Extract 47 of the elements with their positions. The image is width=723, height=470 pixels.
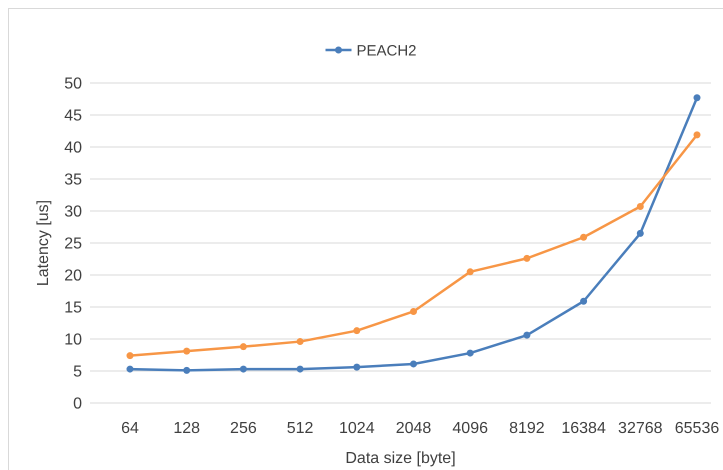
point xyxy=(523,332,530,339)
point xyxy=(636,203,644,210)
x-tick-label: 64 xyxy=(121,420,139,437)
x-axis-title: Data size [byte] xyxy=(345,450,456,467)
point xyxy=(296,338,304,346)
y-tick-label: 25 xyxy=(64,236,82,253)
point xyxy=(523,254,530,262)
point xyxy=(183,348,190,355)
point xyxy=(466,268,474,276)
point xyxy=(183,366,190,374)
point xyxy=(126,366,134,373)
point xyxy=(240,366,247,373)
y-tick-label: 20 xyxy=(64,268,82,285)
legend-label: PEACH2 xyxy=(356,42,417,60)
y-tick-label: 40 xyxy=(64,140,82,157)
y-tick-label: 0 xyxy=(73,396,82,413)
x-tick-label: 32768 xyxy=(618,420,663,437)
x-tick-label: 8192 xyxy=(509,420,545,437)
point xyxy=(353,364,360,371)
point xyxy=(636,230,644,237)
y-axis-title: Latency [us] xyxy=(35,200,52,286)
point xyxy=(410,308,417,315)
point xyxy=(466,350,474,357)
point xyxy=(580,298,588,305)
x-tick-label: 512 xyxy=(286,420,314,437)
x-tick-label: 4096 xyxy=(452,420,488,437)
point xyxy=(580,234,588,241)
y-tick-label: 35 xyxy=(64,172,82,189)
y-tick-label: 5 xyxy=(73,364,82,381)
x-tick-label: 128 xyxy=(173,420,200,437)
y-tick-label: 10 xyxy=(64,332,82,349)
y-tick-label: 15 xyxy=(64,300,82,317)
y-tick-label: 50 xyxy=(64,76,82,93)
point xyxy=(126,352,134,360)
x-tick-label: 16384 xyxy=(561,420,606,437)
y-tick-label: 30 xyxy=(64,204,82,221)
point xyxy=(694,131,700,138)
x-tick-label: 256 xyxy=(230,420,257,437)
point xyxy=(296,366,304,373)
x-tick-label: 1024 xyxy=(339,420,375,437)
point xyxy=(240,343,247,350)
point xyxy=(694,94,700,102)
point xyxy=(410,360,417,368)
point xyxy=(353,327,360,334)
x-tick-label: 2048 xyxy=(396,420,432,437)
y-tick-label: 45 xyxy=(64,108,82,125)
x-tick-label: 65536 xyxy=(674,420,720,437)
